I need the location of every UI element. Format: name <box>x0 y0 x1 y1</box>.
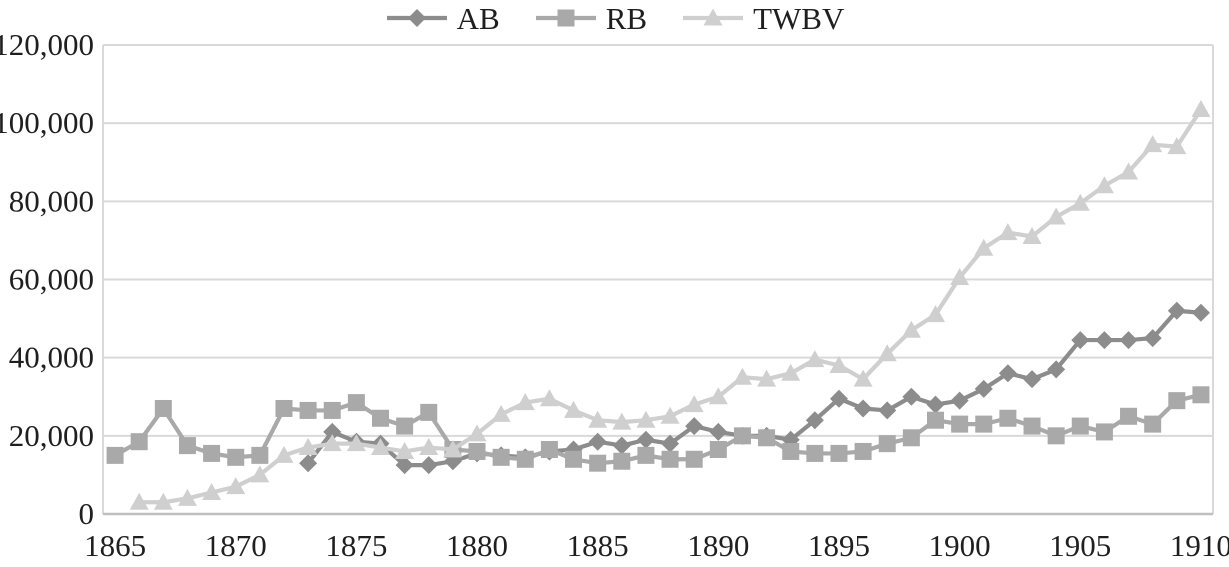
y-tick-label: 0 <box>79 496 95 531</box>
chart-legend: AB RB TWBV <box>0 0 1229 36</box>
x-tick-label: 1895 <box>808 528 870 563</box>
series-rb <box>106 386 1210 472</box>
legend-item-ab: AB <box>385 3 500 34</box>
y-tick-label: 20,000 <box>9 418 94 453</box>
y-tick-label: 80,000 <box>9 183 94 218</box>
diamond-marker-icon <box>386 9 447 27</box>
legend-label: TWBV <box>753 0 845 36</box>
triangle-marker-icon <box>683 8 744 26</box>
x-tick-label: 1880 <box>446 528 508 563</box>
x-tick-label: 1885 <box>567 528 629 563</box>
legend-label: AB <box>456 0 500 36</box>
x-tick-label: 1890 <box>687 528 749 563</box>
y-tick-label: 100,000 <box>0 105 94 140</box>
x-tick-label: 1870 <box>205 528 267 563</box>
y-tick-label: 120,000 <box>0 27 94 62</box>
x-tick-label: 1905 <box>1049 528 1111 563</box>
x-axis-labels: 1865 1870 1875 1880 1885 1890 1895 1900 1905 1910 <box>84 528 1229 563</box>
legend-item-twbv: TWBV <box>681 3 844 34</box>
y-tick-label: 60,000 <box>9 262 94 297</box>
x-tick-label: 1875 <box>325 528 387 563</box>
series-twbv <box>129 99 1211 510</box>
y-axis-labels: 0 20,000 40,000 60,000 80,000 100,000 120,000 <box>0 27 94 531</box>
square-marker-icon <box>535 9 596 27</box>
x-tick-label: 1865 <box>84 528 146 563</box>
legend-item-rb: RB <box>534 3 647 34</box>
legend-label: RB <box>605 0 648 36</box>
y-tick-label: 40,000 <box>9 340 94 375</box>
y-gridlines <box>103 44 1213 437</box>
x-tick-label: 1910 <box>1170 528 1229 563</box>
x-tick-label: 1900 <box>929 528 991 563</box>
